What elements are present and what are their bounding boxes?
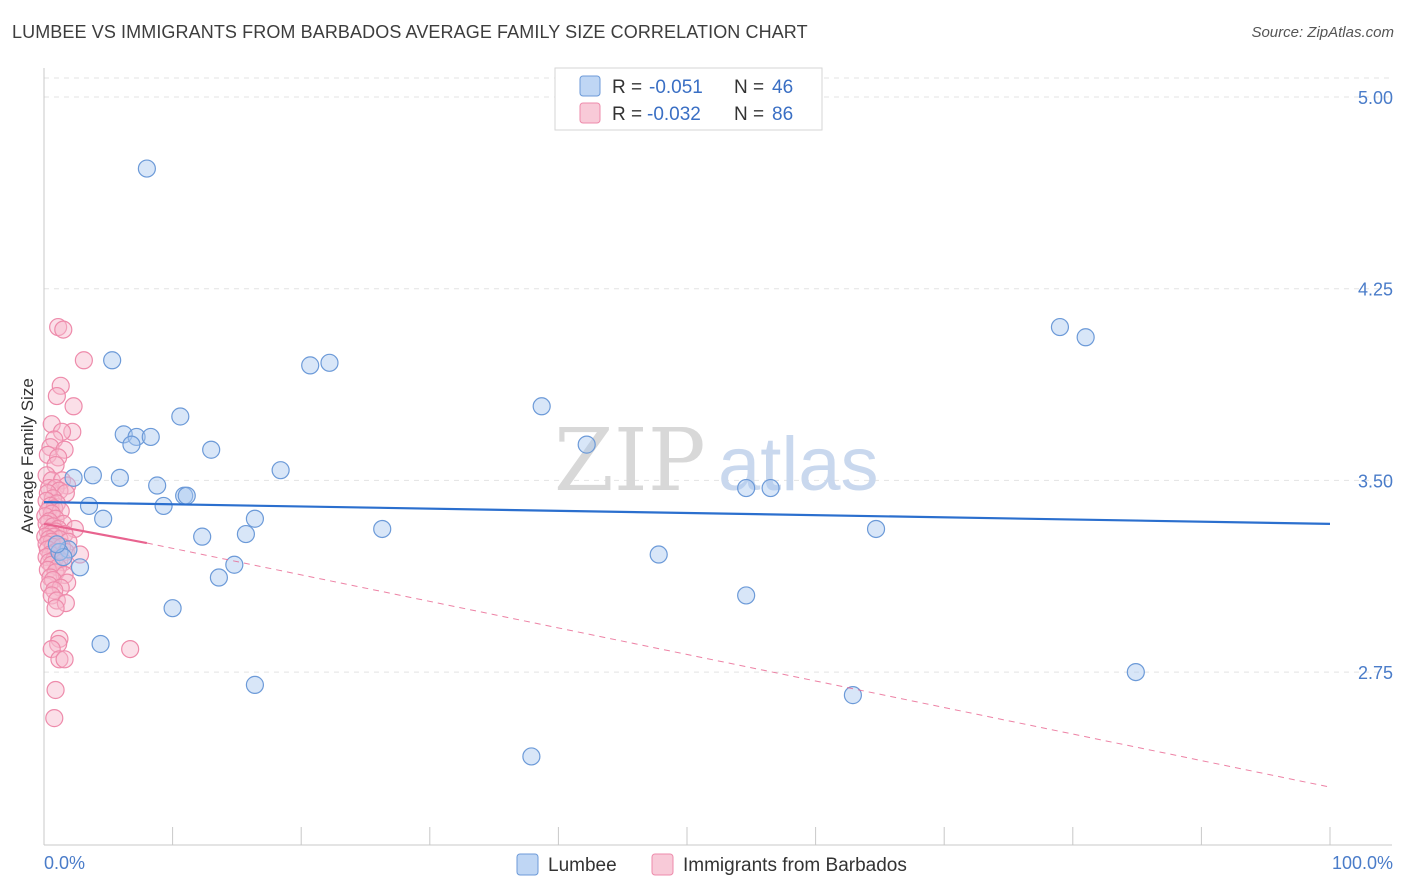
point-0-3: [301, 356, 320, 375]
source-label: Source: ZipAtlas.com: [1251, 24, 1394, 41]
point-0-45: [47, 535, 66, 554]
point-0-27: [373, 519, 392, 539]
point-0-0: [137, 159, 156, 178]
point-0-30: [193, 527, 212, 546]
point-0-40: [91, 634, 110, 654]
point-1-84: [55, 650, 74, 669]
x-tick-label-left: 0.0%: [44, 853, 85, 873]
point-0-25: [94, 509, 113, 528]
point-0-20: [761, 478, 780, 498]
point-1-2: [74, 351, 93, 370]
point-0-26: [245, 509, 265, 528]
axes: [43, 68, 1392, 846]
point-1-14: [46, 455, 65, 475]
y-tick-label-1: 4.25: [1358, 280, 1393, 300]
bottom-legend-swatch-lumbee: [516, 853, 539, 876]
point-0-11: [122, 435, 141, 454]
series-0: [47, 159, 1145, 766]
trend-line-1: [43, 522, 148, 545]
point-1-78: [46, 599, 65, 618]
point-1-81: [42, 639, 61, 659]
point-0-36: [70, 558, 90, 577]
point-0-43: [843, 686, 862, 705]
legend-n-label-barbados: N =: [734, 104, 764, 125]
point-1-3: [51, 376, 70, 395]
legend-r-label-lumbee: R =: [612, 77, 642, 98]
point-0-38: [737, 586, 756, 605]
point-0-2: [320, 353, 339, 372]
x-tick-label-right: 100.0%: [1332, 853, 1393, 873]
stats-legend: R = -0.051 N = 46 R = -0.032 N = 86: [554, 67, 823, 131]
point-1-86: [45, 709, 64, 728]
series-1: [36, 317, 140, 728]
point-0-1: [103, 351, 122, 370]
point-0-18: [148, 476, 167, 495]
point-0-42: [245, 675, 265, 694]
series-layer: [36, 159, 1145, 766]
point-0-17: [110, 468, 129, 487]
y-tick-labels: 5.00 4.25 3.50 2.75: [1358, 88, 1393, 683]
legend-r-value-barbados: -0.032: [647, 104, 701, 125]
watermark: ZIP atlas: [554, 411, 879, 511]
point-0-41: [1126, 662, 1145, 682]
trend-line-dashed-1: [146, 542, 1331, 788]
series-legend: Lumbee Immigrants from Barbados: [516, 853, 907, 876]
point-1-0: [49, 317, 68, 337]
legend-swatch-barbados: [579, 102, 601, 124]
y-axis-title: Average Family Size: [18, 378, 37, 534]
point-0-10: [141, 427, 160, 447]
point-0-37: [209, 568, 228, 587]
y-tick-label-2: 3.50: [1358, 471, 1393, 491]
legend-r-label-barbados: R =: [612, 104, 642, 125]
legend-r-value-lumbee: -0.051: [649, 77, 703, 98]
point-0-12: [577, 435, 596, 454]
point-1-82: [121, 639, 140, 659]
point-0-15: [83, 466, 102, 485]
point-0-16: [64, 468, 83, 487]
point-1-7: [63, 422, 82, 441]
y-tick-label-0: 5.00: [1358, 88, 1393, 108]
legend-n-label-lumbee: N =: [734, 77, 764, 98]
point-1-5: [64, 397, 83, 416]
bottom-legend-label-lumbee: Lumbee: [548, 855, 617, 876]
point-0-23: [154, 496, 173, 516]
point-0-14: [271, 461, 290, 480]
legend-n-value-lumbee: 46: [772, 77, 793, 98]
point-1-1: [54, 320, 73, 339]
legend-n-value-barbados: 86: [772, 104, 793, 125]
legend-swatch-lumbee: [579, 75, 601, 97]
point-1-4: [47, 386, 66, 406]
point-0-4: [1050, 317, 1070, 337]
chart-title: LUMBEE VS IMMIGRANTS FROM BARBADOS AVERA…: [12, 22, 808, 42]
bottom-legend-swatch-barbados: [651, 853, 674, 876]
point-0-19: [737, 478, 756, 498]
point-0-5: [1076, 328, 1095, 347]
point-1-8: [52, 422, 72, 441]
point-0-22: [177, 486, 196, 505]
point-1-85: [46, 680, 65, 700]
point-0-13: [202, 440, 221, 459]
point-0-6: [532, 397, 551, 416]
watermark-atlas: atlas: [718, 422, 879, 507]
point-0-44: [522, 747, 541, 766]
watermark-zip: ZIP: [554, 411, 706, 511]
trend-line-0: [43, 501, 1331, 525]
bottom-legend-label-barbados: Immigrants from Barbados: [683, 855, 907, 876]
point-0-24: [79, 496, 99, 516]
point-0-33: [649, 545, 668, 564]
point-0-29: [236, 524, 256, 544]
point-1-77: [56, 593, 75, 613]
point-0-39: [163, 599, 182, 618]
point-0-35: [225, 555, 244, 574]
trend-layer: [43, 501, 1331, 788]
point-1-6: [42, 415, 61, 434]
y-tick-label-3: 2.75: [1358, 663, 1393, 683]
point-0-7: [171, 407, 190, 426]
point-1-83: [50, 650, 69, 669]
grid-lines: [44, 77, 1392, 673]
point-0-28: [866, 519, 886, 539]
